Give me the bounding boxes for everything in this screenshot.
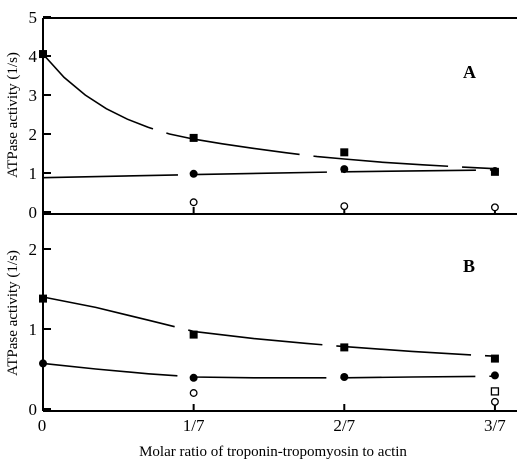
bottom-panel-filled-circle-marker (189, 373, 198, 382)
top-panel-open-circle-marker (340, 202, 349, 211)
bottom-panel-y-tick-label: 2 (29, 240, 38, 259)
bottom-panel-y-axis-title: ATPase activity (1/s) (5, 250, 21, 376)
top-panel-open-circle-marker (490, 203, 499, 212)
bottom-panel-filled-square-marker (340, 343, 349, 352)
top-panel-y-tick-label: 1 (29, 164, 38, 183)
top-panel-open-circle-marker (189, 198, 198, 207)
chart-marks: 0 1/7 2/7 3/7 0 1 2 3 4 5 0 1 2 (29, 8, 507, 435)
top-panel-filled-square-marker (189, 133, 198, 142)
top-panel-fit-curve (42, 53, 495, 170)
bottom-panel-open-circle-marker (189, 389, 198, 397)
bottom-panel-filled-circle-marker (490, 371, 499, 380)
bottom-panel-open-circle-marker (490, 397, 499, 406)
top-panel-y-tick-label: 4 (29, 47, 38, 66)
top-panel-y-tick-label: 2 (29, 125, 38, 144)
top-panel-y-tick-label: 0 (29, 203, 38, 222)
top-panel-y-axis-title: ATPase activity (1/s) (5, 52, 21, 178)
x-axis-title: Molar ratio of troponin-tropomyosin to a… (139, 444, 407, 460)
x-tick-label: 2/7 (333, 416, 355, 435)
bottom-panel-open-square-marker (490, 387, 500, 396)
bottom-panel-fit-curve (42, 362, 495, 379)
panel-label-a: A (463, 62, 476, 82)
axes-frame (42, 17, 517, 412)
x-tick-label: 3/7 (484, 416, 506, 435)
panel-label-b: B (463, 256, 475, 276)
top-panel-filled-square-marker (340, 148, 349, 157)
top-panel-fit-curve (42, 169, 495, 179)
bottom-panel-filled-square-marker (189, 330, 198, 339)
bottom-panel-filled-circle-marker (340, 373, 349, 381)
bottom-panel-y-tick-label: 1 (29, 320, 38, 339)
top-panel-filled-circle-marker (490, 167, 499, 176)
bottom-panel-y-tick-label: 0 (29, 400, 38, 419)
top-panel-y-tick-label: 5 (29, 8, 38, 27)
top-panel-y-tick-label: 3 (29, 86, 38, 105)
bottom-panel-filled-circle-marker (39, 359, 47, 368)
top-panel-filled-circle-marker (189, 169, 198, 178)
x-tick-label: 1/7 (183, 416, 205, 435)
top-panel-filled-circle-marker (340, 165, 349, 174)
bottom-panel-filled-square-marker (39, 294, 47, 303)
top-panel-filled-square-marker (39, 50, 47, 59)
bottom-panel-fit-curve (42, 296, 495, 357)
x-tick-label: 0 (38, 416, 47, 435)
bottom-panel-filled-square-marker (490, 354, 499, 363)
